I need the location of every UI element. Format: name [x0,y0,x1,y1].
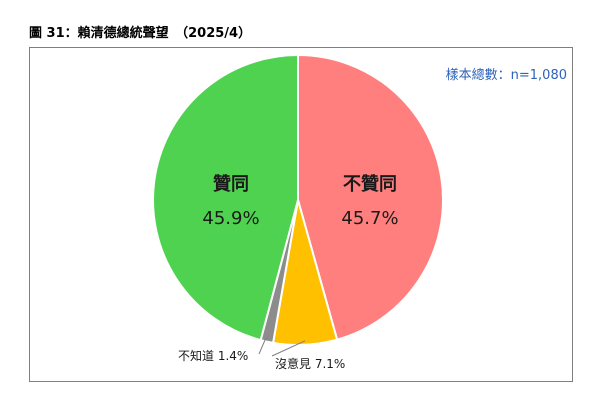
sample-size-note: 樣本總數：n=1,080 [445,68,567,83]
slice-label-4: 贊同 [213,173,249,195]
leader-line-3 [258,337,269,355]
pie-slice-4 [152,53,299,342]
pie-slices [152,53,444,346]
slice-label-2: 沒意見 7.1% [275,356,345,371]
slice-label-3: 不知道 1.4% [178,349,248,363]
pie-slice-1 [297,53,444,341]
pie-labels: 不贊同 45.7% 沒意見 7.1% 不知道 1.4% 贊同 45.9% [178,173,399,371]
chart-title: 圖 31：賴清德總統聲望 （2025/4） [29,26,252,41]
slice-value-1: 45.7% [341,208,398,229]
leader-line-2 [271,340,306,357]
slice-value-4: 45.9% [202,208,259,229]
chart-frame [29,47,573,382]
slice-label-1: 不贊同 [343,173,397,195]
pie-leader-lines [258,337,306,357]
